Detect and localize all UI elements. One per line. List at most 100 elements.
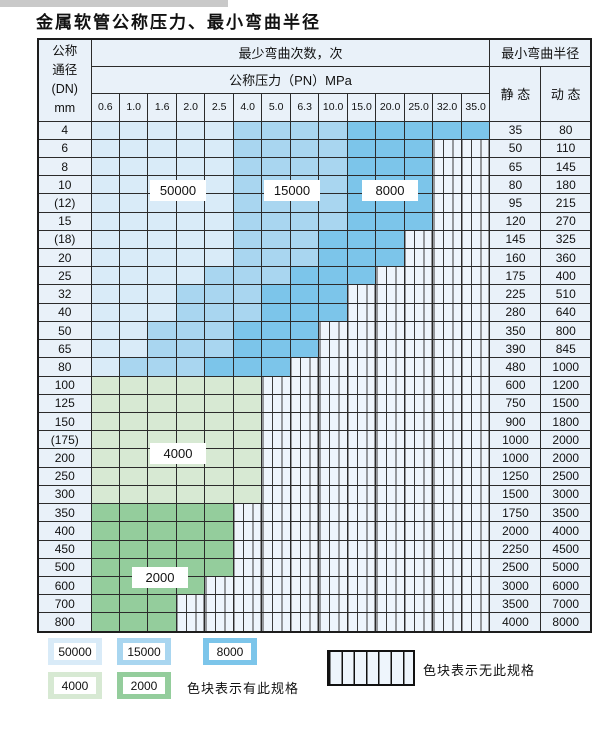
- spec-available-cell: [403, 211, 434, 231]
- bend-cycles-header: 最少弯曲次数，次: [90, 38, 491, 67]
- no-spec-cell: [460, 248, 491, 268]
- spec-available-cell: [204, 503, 234, 523]
- spec-available-cell: [318, 193, 348, 213]
- table-row: 100 600 1200: [37, 375, 592, 395]
- spec-available-cell: [261, 211, 291, 231]
- dynamic-radius-cell: 180: [540, 175, 592, 195]
- no-spec-cell: [375, 466, 405, 486]
- spec-available-cell: [232, 411, 263, 432]
- no-spec-cell: [261, 430, 291, 450]
- table-row: 450 2250 4500: [37, 539, 592, 559]
- no-spec-cell: [261, 466, 291, 486]
- spec-available-cell: [204, 156, 234, 177]
- dn-header-line: mm: [54, 101, 76, 116]
- no-spec-cell: [403, 430, 434, 450]
- no-spec-cell: [289, 466, 320, 486]
- no-spec-cell: [346, 411, 377, 432]
- no-spec-cell: [460, 211, 491, 231]
- dynamic-radius-cell: 4500: [540, 539, 592, 559]
- spec-available-cell: [204, 266, 234, 286]
- pressure-header-cell: 4.0: [232, 92, 263, 122]
- pressure-header-cell: 15.0: [346, 92, 377, 122]
- spec-available-cell: [261, 120, 291, 140]
- spec-available-cell: [375, 156, 405, 177]
- dynamic-radius-cell: 270: [540, 211, 592, 231]
- spec-available-cell: [232, 484, 263, 505]
- no-spec-cell: [432, 466, 462, 486]
- spec-available-cell: [175, 466, 206, 486]
- spec-available-cell: [90, 156, 120, 177]
- no-spec-cell: [403, 339, 434, 359]
- table-row: 400 2000 4000: [37, 521, 592, 541]
- spec-available-cell: [204, 521, 234, 541]
- legend-swatch: 8000: [203, 638, 257, 665]
- spec-available-cell: [175, 266, 206, 286]
- spec-available-cell: [118, 193, 149, 213]
- spec-available-cell: [289, 320, 320, 341]
- spec-available-cell: [403, 138, 434, 158]
- dynamic-radius-cell: 4000: [540, 521, 592, 541]
- no-spec-cell: [232, 503, 263, 523]
- cycle-count-label: 4000: [150, 443, 206, 464]
- spec-available-cell: [90, 503, 120, 523]
- spec-available-cell: [175, 539, 206, 559]
- no-spec-cell: [460, 521, 491, 541]
- spec-available-cell: [118, 411, 149, 432]
- spec-available-cell: [375, 138, 405, 158]
- dn-cell: 100: [37, 375, 92, 395]
- spec-available-cell: [147, 229, 177, 250]
- no-spec-cell: [232, 612, 263, 633]
- spec-available-cell: [175, 484, 206, 505]
- no-spec-cell: [460, 594, 491, 614]
- no-spec-cell: [403, 393, 434, 414]
- no-spec-cell: [289, 357, 320, 377]
- no-spec-cell: [460, 138, 491, 158]
- no-spec-cell: [460, 375, 491, 395]
- spec-available-cell: [118, 503, 149, 523]
- dn-header-line: (DN): [51, 82, 78, 97]
- no-spec-cell: [346, 375, 377, 395]
- spec-available-cell: [147, 302, 177, 322]
- no-spec-cell: [403, 484, 434, 505]
- spec-available-cell: [147, 484, 177, 505]
- spec-available-cell: [232, 339, 263, 359]
- spec-available-cell: [204, 466, 234, 486]
- spec-available-cell: [90, 448, 120, 468]
- dn-cell: 500: [37, 557, 92, 577]
- dn-cell: 10: [37, 175, 92, 195]
- dynamic-radius-cell: 1500: [540, 393, 592, 414]
- spec-available-cell: [118, 466, 149, 486]
- spec-available-cell: [261, 156, 291, 177]
- no-spec-cell: [432, 521, 462, 541]
- no-spec-cell: [460, 175, 491, 195]
- spec-available-cell: [147, 248, 177, 268]
- no-spec-cell: [261, 411, 291, 432]
- spec-available-cell: [232, 430, 263, 450]
- no-spec-cell: [375, 575, 405, 596]
- table-row: (18) 145 325: [37, 229, 592, 250]
- no-spec-cell: [261, 521, 291, 541]
- no-spec-cell: [432, 248, 462, 268]
- no-spec-cell: [346, 339, 377, 359]
- spec-available-cell: [346, 156, 377, 177]
- no-spec-cell: [460, 448, 491, 468]
- dn-cell: 6: [37, 138, 92, 158]
- no-spec-cell: [318, 357, 348, 377]
- spec-available-cell: [204, 138, 234, 158]
- spec-available-cell: [90, 248, 120, 268]
- spec-available-cell: [375, 120, 405, 140]
- spec-available-cell: [118, 156, 149, 177]
- dynamic-radius-cell: 7000: [540, 594, 592, 614]
- static-radius-cell: 1250: [489, 466, 542, 486]
- static-radius-cell: 1500: [489, 484, 542, 505]
- legend-swatch: 15000: [117, 638, 171, 665]
- no-spec-cell: [318, 612, 348, 633]
- dn-cell: 50: [37, 320, 92, 341]
- spec-available-cell: [90, 393, 120, 414]
- table-row: 40 280 640: [37, 302, 592, 322]
- no-spec-cell: [261, 557, 291, 577]
- dn-cell: (18): [37, 229, 92, 250]
- table-row: 20 160 360: [37, 248, 592, 268]
- no-spec-cell: [289, 594, 320, 614]
- no-spec-cell: [375, 375, 405, 395]
